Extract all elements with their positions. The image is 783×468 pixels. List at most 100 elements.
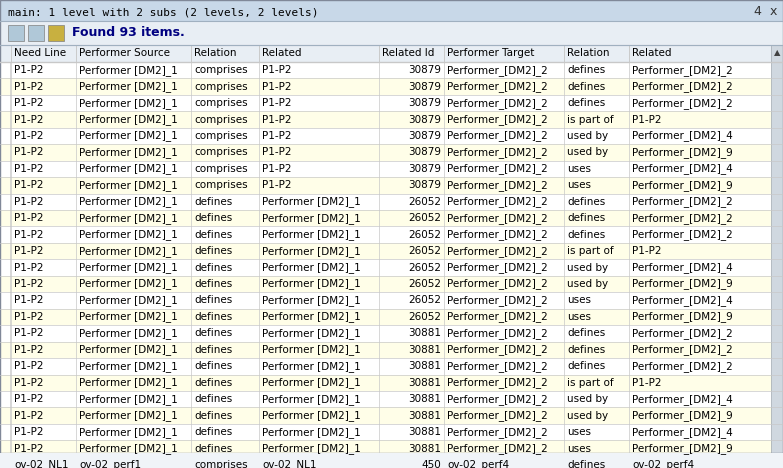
Text: comprises: comprises bbox=[194, 164, 247, 174]
Text: P1-P2: P1-P2 bbox=[632, 378, 662, 388]
Text: defines: defines bbox=[194, 378, 233, 388]
Text: defines: defines bbox=[194, 230, 233, 240]
Text: Performer_[DM2]_9: Performer_[DM2]_9 bbox=[632, 312, 733, 322]
Text: defines: defines bbox=[194, 329, 233, 338]
Bar bbox=[0, 309, 783, 325]
Text: uses: uses bbox=[567, 164, 591, 174]
Text: Performer_[DM2]_2: Performer_[DM2]_2 bbox=[447, 114, 548, 125]
Bar bbox=[0, 259, 783, 276]
Text: Performer [DM2]_1: Performer [DM2]_1 bbox=[262, 394, 361, 405]
Bar bbox=[0, 62, 783, 79]
Text: Performer [DM2]_1: Performer [DM2]_1 bbox=[79, 394, 178, 405]
Text: Performer [DM2]_1: Performer [DM2]_1 bbox=[262, 295, 361, 306]
Text: 30879: 30879 bbox=[408, 65, 441, 75]
Text: P1-P2: P1-P2 bbox=[14, 213, 44, 223]
Text: Performer_[DM2]_2: Performer_[DM2]_2 bbox=[632, 229, 733, 240]
Text: Performer_[DM2]_2: Performer_[DM2]_2 bbox=[447, 427, 548, 438]
Bar bbox=[0, 408, 783, 424]
Text: Performer Target: Performer Target bbox=[447, 48, 534, 58]
Text: used by: used by bbox=[567, 279, 608, 289]
Text: Performer_[DM2]_2: Performer_[DM2]_2 bbox=[447, 410, 548, 421]
Bar bbox=[0, 440, 783, 457]
Text: defines: defines bbox=[194, 279, 233, 289]
Text: P1-P2: P1-P2 bbox=[262, 115, 291, 124]
Text: P1-P2: P1-P2 bbox=[262, 147, 291, 157]
Text: P1-P2: P1-P2 bbox=[262, 164, 291, 174]
Text: P1-P2: P1-P2 bbox=[14, 164, 44, 174]
Text: Performer_[DM2]_2: Performer_[DM2]_2 bbox=[447, 377, 548, 388]
Text: P1-P2: P1-P2 bbox=[14, 329, 44, 338]
Text: defines: defines bbox=[567, 345, 605, 355]
Text: Performer_[DM2]_2: Performer_[DM2]_2 bbox=[447, 163, 548, 175]
Text: Performer [DM2]_1: Performer [DM2]_1 bbox=[262, 344, 361, 355]
Text: comprises: comprises bbox=[194, 98, 247, 108]
Text: 26052: 26052 bbox=[408, 213, 441, 223]
Text: 26052: 26052 bbox=[408, 279, 441, 289]
Text: Performer [DM2]_1: Performer [DM2]_1 bbox=[79, 344, 178, 355]
Text: defines: defines bbox=[194, 394, 233, 404]
Text: 26052: 26052 bbox=[408, 246, 441, 256]
Text: Performer_[DM2]_2: Performer_[DM2]_2 bbox=[447, 394, 548, 405]
Text: uses: uses bbox=[567, 180, 591, 190]
Text: ▲: ▲ bbox=[774, 48, 780, 57]
Text: Performer [DM2]_1: Performer [DM2]_1 bbox=[262, 197, 361, 207]
Text: P1-P2: P1-P2 bbox=[14, 131, 44, 141]
Text: Performer Source: Performer Source bbox=[79, 48, 170, 58]
Text: Performer_[DM2]_2: Performer_[DM2]_2 bbox=[447, 147, 548, 158]
Text: ov-02_perf4: ov-02_perf4 bbox=[447, 460, 509, 468]
Text: P1-P2: P1-P2 bbox=[14, 295, 44, 306]
Text: Performer [DM2]_1: Performer [DM2]_1 bbox=[262, 361, 361, 372]
Text: Performer [DM2]_1: Performer [DM2]_1 bbox=[262, 246, 361, 256]
Text: P1-P2: P1-P2 bbox=[14, 444, 44, 453]
Text: Performer_[DM2]_2: Performer_[DM2]_2 bbox=[447, 344, 548, 355]
Text: Performer [DM2]_1: Performer [DM2]_1 bbox=[79, 98, 178, 109]
Text: Performer_[DM2]_9: Performer_[DM2]_9 bbox=[632, 443, 733, 454]
Text: Related: Related bbox=[262, 48, 301, 58]
Text: defines: defines bbox=[194, 444, 233, 453]
Text: ov-02_NL1: ov-02_NL1 bbox=[262, 460, 316, 468]
Text: Performer [DM2]_1: Performer [DM2]_1 bbox=[79, 65, 178, 76]
Bar bbox=[0, 111, 783, 128]
Text: Performer [DM2]_1: Performer [DM2]_1 bbox=[262, 229, 361, 240]
Text: P1-P2: P1-P2 bbox=[632, 246, 662, 256]
Text: Performer_[DM2]_2: Performer_[DM2]_2 bbox=[447, 65, 548, 76]
Text: Performer [DM2]_1: Performer [DM2]_1 bbox=[262, 427, 361, 438]
Text: defines: defines bbox=[194, 427, 233, 437]
Text: Performer [DM2]_1: Performer [DM2]_1 bbox=[262, 312, 361, 322]
Bar bbox=[28, 25, 44, 41]
Text: P1-P2: P1-P2 bbox=[14, 378, 44, 388]
Text: Performer [DM2]_1: Performer [DM2]_1 bbox=[79, 377, 178, 388]
Text: Performer [DM2]_1: Performer [DM2]_1 bbox=[79, 427, 178, 438]
Text: Performer [DM2]_1: Performer [DM2]_1 bbox=[79, 213, 178, 224]
Text: defines: defines bbox=[194, 295, 233, 306]
Bar bbox=[0, 391, 783, 408]
Bar bbox=[0, 342, 783, 358]
Text: comprises: comprises bbox=[194, 147, 247, 157]
Text: Performer [DM2]_1: Performer [DM2]_1 bbox=[79, 295, 178, 306]
Text: 26052: 26052 bbox=[408, 197, 441, 207]
Text: Performer_[DM2]_4: Performer_[DM2]_4 bbox=[632, 262, 733, 273]
Text: Performer_[DM2]_9: Performer_[DM2]_9 bbox=[632, 180, 733, 191]
Text: Performer_[DM2]_2: Performer_[DM2]_2 bbox=[447, 278, 548, 290]
Text: ov-02_perf1: ov-02_perf1 bbox=[79, 460, 141, 468]
Text: defines: defines bbox=[567, 197, 605, 207]
Text: Relation: Relation bbox=[567, 48, 609, 58]
Bar bbox=[0, 227, 783, 243]
Text: comprises: comprises bbox=[194, 65, 247, 75]
Bar bbox=[0, 194, 783, 210]
Text: Performer_[DM2]_2: Performer_[DM2]_2 bbox=[447, 131, 548, 141]
Text: Performer_[DM2]_2: Performer_[DM2]_2 bbox=[447, 246, 548, 256]
Text: 30881: 30881 bbox=[408, 394, 441, 404]
Text: Need Line: Need Line bbox=[14, 48, 66, 58]
Text: comprises: comprises bbox=[194, 460, 247, 468]
Text: P1-P2: P1-P2 bbox=[632, 115, 662, 124]
Text: Related: Related bbox=[632, 48, 672, 58]
Bar bbox=[0, 243, 783, 259]
Bar bbox=[0, 424, 783, 440]
Text: 30881: 30881 bbox=[408, 410, 441, 421]
Text: Performer [DM2]_1: Performer [DM2]_1 bbox=[262, 262, 361, 273]
Text: defines: defines bbox=[567, 329, 605, 338]
Text: uses: uses bbox=[567, 312, 591, 322]
Text: Performer_[DM2]_2: Performer_[DM2]_2 bbox=[447, 213, 548, 224]
Text: Performer [DM2]_1: Performer [DM2]_1 bbox=[262, 328, 361, 339]
